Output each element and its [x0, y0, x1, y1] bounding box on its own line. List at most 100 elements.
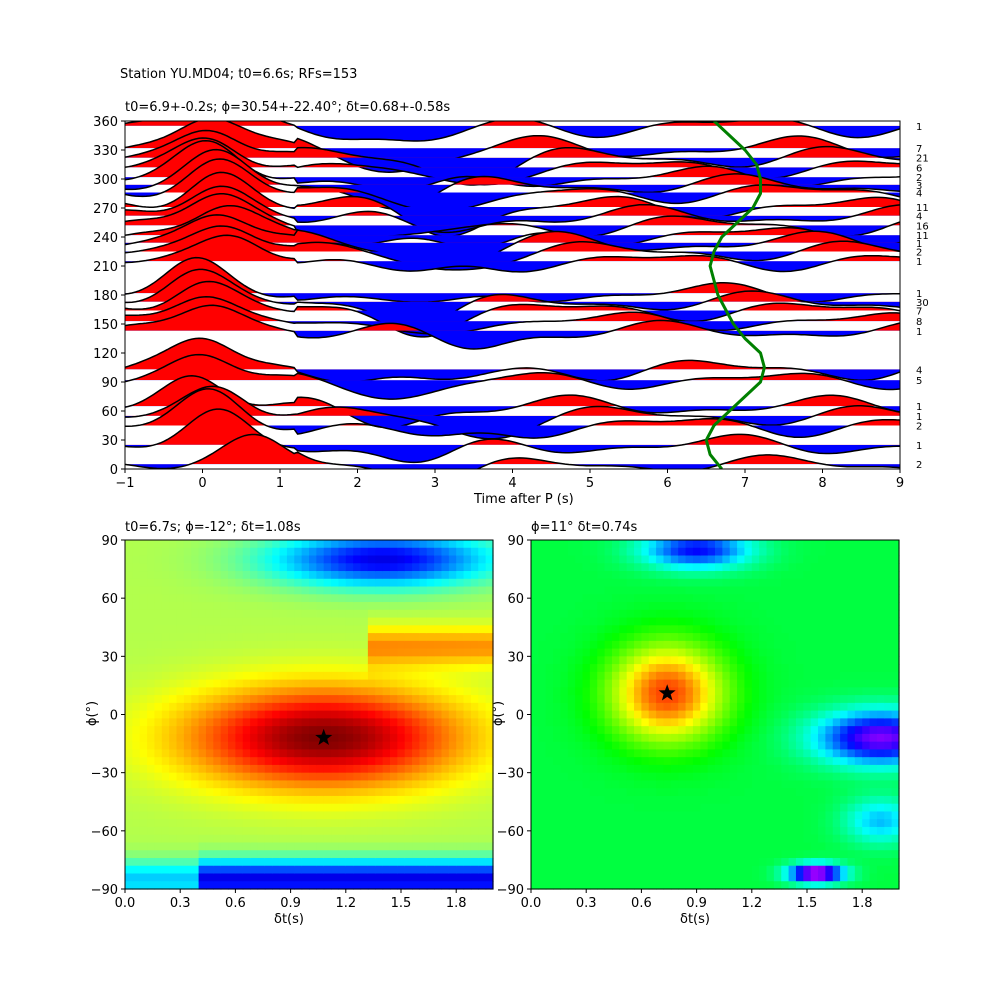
heatmap-cell	[441, 718, 450, 727]
heatmap-cell	[139, 710, 148, 719]
heatmap-cell	[389, 702, 398, 712]
heatmap-cell	[862, 571, 871, 580]
heatmap-cell	[832, 764, 841, 774]
heatmap-cell	[338, 671, 347, 681]
heatmap-cell	[331, 733, 340, 743]
heatmap-cell	[183, 710, 192, 719]
heatmap-cell	[375, 741, 384, 750]
heatmap-cell	[560, 788, 569, 797]
heatmap-cell	[597, 842, 606, 851]
heatmap-cell	[773, 609, 782, 619]
heatmap-cell	[759, 679, 768, 688]
heatmap-cell	[434, 671, 443, 681]
heatmap-cell	[781, 687, 790, 696]
heatmap-cell	[191, 633, 200, 642]
heatmap-cell	[715, 679, 723, 688]
heatmap-cell	[825, 617, 834, 626]
heatmap-cell	[205, 640, 214, 650]
heatmap-cell	[854, 571, 863, 580]
heatmap-cell	[781, 633, 790, 642]
heatmap-cell	[692, 726, 701, 735]
heatmap-cell	[441, 873, 450, 882]
heatmap-cell	[818, 702, 826, 712]
heatmap-cell	[575, 726, 584, 735]
heatmap-cell	[132, 633, 141, 642]
heatmap-cell	[611, 772, 620, 782]
heatmap-cell	[441, 757, 450, 766]
heatmap-cell	[301, 741, 310, 750]
heatmap-cell	[485, 679, 494, 688]
heatmap-cell	[634, 757, 642, 766]
heatmap-cell	[567, 850, 576, 859]
heatmap-cell	[611, 764, 620, 774]
heatmap-cell	[773, 547, 782, 557]
heatmap-cell	[309, 547, 317, 557]
heatmap-cell	[331, 656, 340, 665]
heatmap-cell	[795, 633, 804, 642]
heatmap-cell	[656, 741, 665, 750]
heatmap-cell	[788, 826, 797, 836]
heatmap-cell	[597, 850, 606, 859]
heatmap-cell	[198, 656, 207, 665]
heatmap-cell	[301, 857, 310, 867]
heatmap-cell	[360, 834, 369, 844]
heatmap-cell	[235, 826, 244, 836]
heatmap-cell	[125, 795, 133, 805]
heatmap-cell	[582, 679, 591, 688]
heatmap-cell	[876, 671, 885, 681]
heatmap-cell	[604, 757, 613, 766]
heatmap-cell	[722, 578, 731, 588]
heatmap-cell	[553, 772, 562, 782]
heatmap-cell	[700, 718, 709, 727]
heatmap-cell	[198, 749, 207, 758]
heatmap-cell	[648, 687, 657, 696]
heatmap-cell	[419, 842, 428, 851]
heatmap-cell	[426, 873, 435, 882]
heatmap-cell	[176, 733, 185, 743]
heatmap-cell	[604, 811, 613, 820]
heatmap-cell	[663, 834, 672, 844]
heatmap-cell	[323, 625, 332, 634]
heatmap-cell	[715, 865, 723, 875]
heatmap-cell	[766, 873, 775, 882]
heatmap-cell	[722, 664, 731, 673]
heatmap-cell	[611, 702, 620, 712]
heatmap-cell	[448, 702, 457, 712]
heatmap-cell	[272, 726, 281, 735]
heatmap-cell	[367, 710, 376, 719]
heatmap-cell	[722, 586, 731, 595]
heatmap-cell	[139, 873, 148, 882]
rf-count-label: 1	[916, 122, 922, 133]
heatmap-cell	[744, 850, 753, 859]
heatmap-cell	[891, 749, 900, 758]
heatmap-cell	[707, 617, 716, 626]
heatmap-cell	[884, 679, 893, 688]
heatmap-cell	[367, 671, 376, 681]
heatmap-cell	[575, 648, 584, 657]
heatmap-cell	[810, 648, 819, 657]
heatmap-cell	[220, 873, 229, 882]
heatmap-cell	[854, 594, 863, 603]
heatmap-cell	[582, 671, 591, 681]
heatmap-cell	[264, 540, 273, 549]
heatmap-cell	[478, 873, 487, 882]
heatmap-cell	[404, 811, 413, 820]
rf-ytick-label: 30	[101, 434, 118, 449]
heatmap-cell	[626, 625, 635, 634]
heatmap-cell	[670, 834, 679, 844]
heatmap-cell	[338, 702, 347, 712]
heatmap-cell	[781, 865, 790, 875]
heatmap-cell	[257, 757, 266, 766]
heatmap-cell	[463, 772, 472, 782]
heatmap-cell	[582, 764, 591, 774]
heatmap-cell	[538, 602, 547, 611]
heatmap-cell	[589, 617, 598, 626]
heatmap-cell	[382, 764, 391, 774]
heatmap-cell	[228, 850, 236, 859]
heatmap-cell	[338, 617, 347, 626]
heatmap-cell	[169, 687, 178, 696]
heatmap-cell	[766, 633, 775, 642]
heatmap-cell	[404, 850, 413, 859]
heatmap-cell	[663, 795, 672, 805]
heatmap-cell	[279, 625, 288, 634]
